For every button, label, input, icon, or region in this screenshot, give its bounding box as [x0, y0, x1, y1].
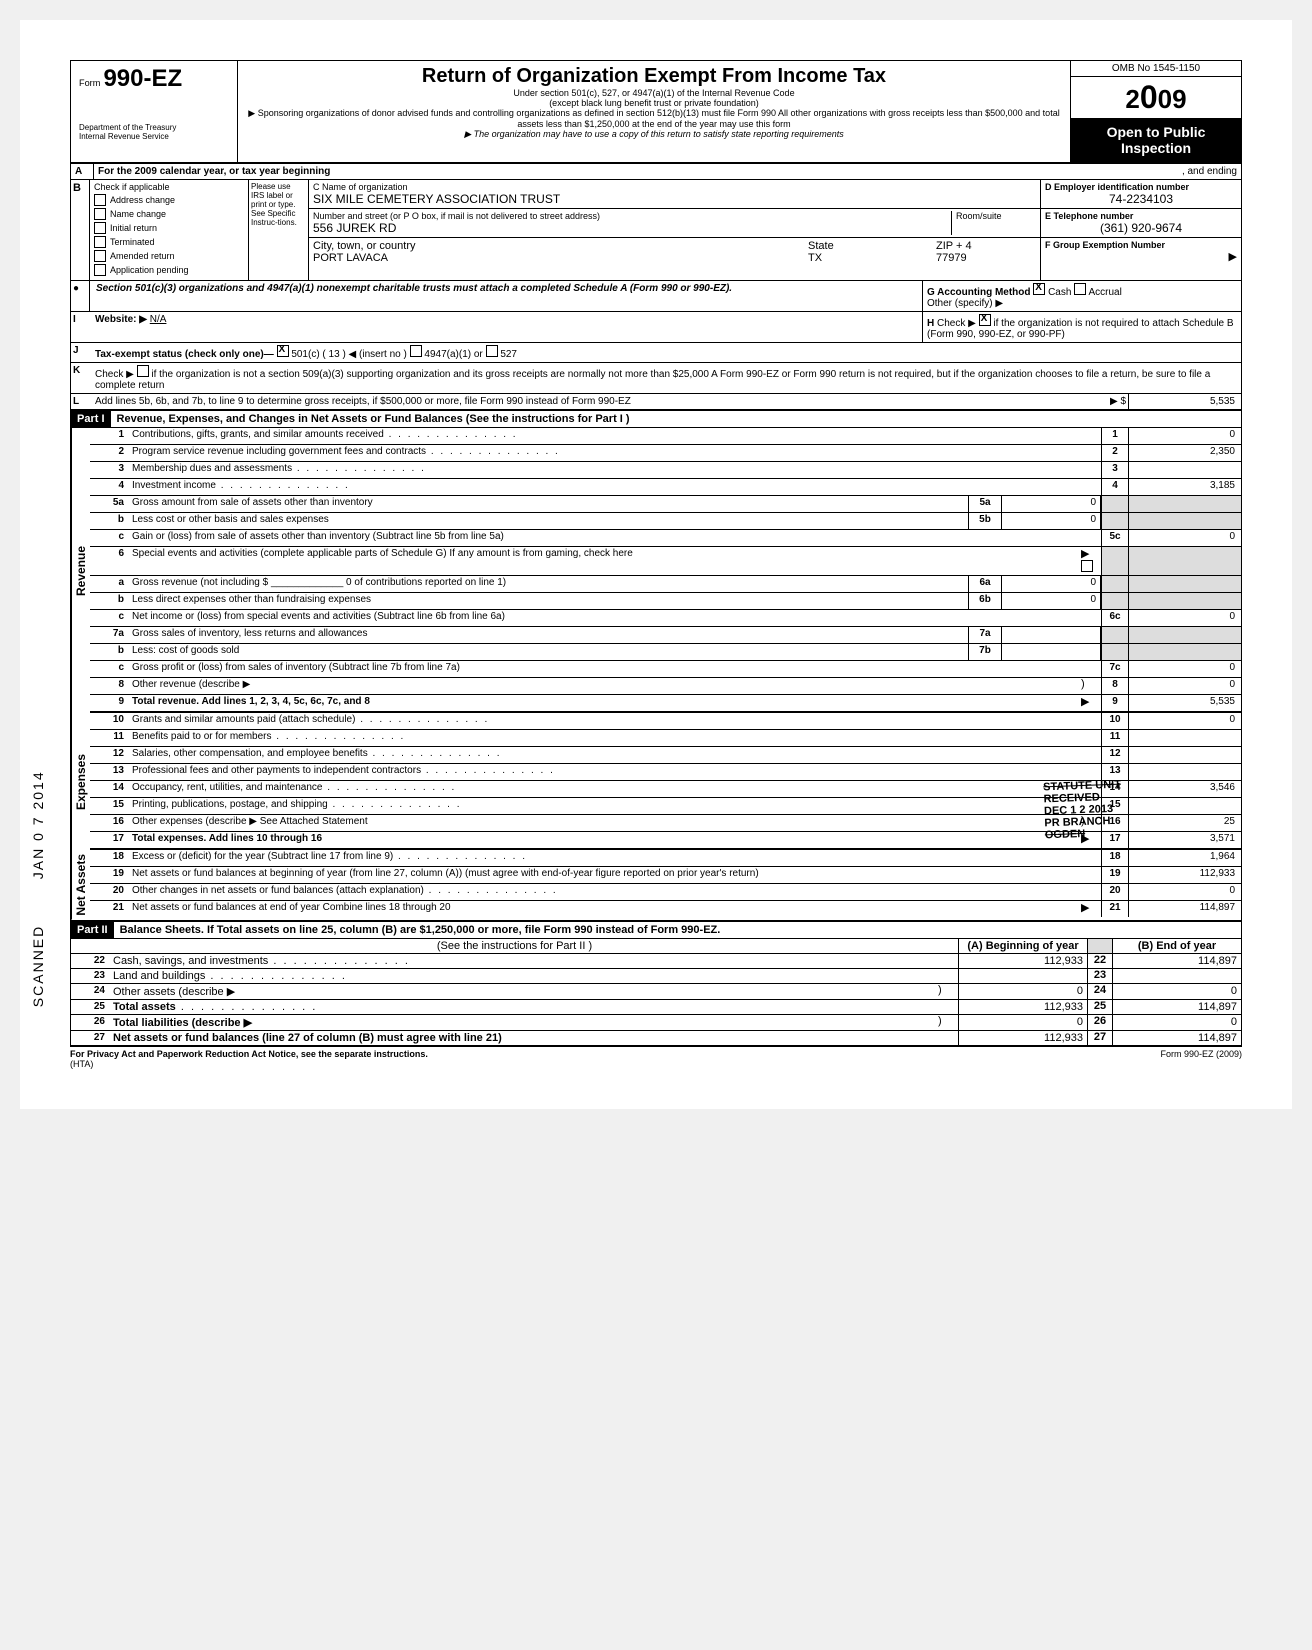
- part1-header: Part I Revenue, Expenses, and Changes in…: [70, 411, 1242, 428]
- check-column: Check if applicable Address change Name …: [90, 180, 249, 280]
- part2-title: Balance Sheets. If Total assets on line …: [114, 922, 727, 938]
- part1-title: Revenue, Expenses, and Changes in Net As…: [111, 411, 636, 427]
- check-k[interactable]: [137, 365, 149, 377]
- part2-header: Part II Balance Sheets. If Total assets …: [70, 922, 1242, 939]
- check-501c[interactable]: [277, 345, 289, 357]
- group-arrow: ▶: [1045, 250, 1237, 263]
- label-b: B: [71, 180, 90, 280]
- revenue-block: Revenue 1Contributions, gifts, grants, a…: [70, 428, 1242, 713]
- g-label: G Accounting Method: [927, 287, 1031, 298]
- page-footer: For Privacy Act and Paperwork Reduction …: [70, 1047, 1242, 1069]
- irs-label: Internal Revenue Service: [79, 132, 229, 141]
- ein-label: D Employer identification number: [1045, 182, 1237, 192]
- label-a: A: [71, 164, 94, 179]
- check-name[interactable]: [94, 208, 106, 220]
- tax-year: 2009: [1071, 77, 1241, 118]
- form-header: Form 990-EZ Department of the Treasury I…: [70, 60, 1242, 164]
- subtitle1: Under section 501(c), 527, or 4947(a)(1)…: [246, 88, 1062, 98]
- line-a: A For the 2009 calendar year, or tax yea…: [70, 164, 1242, 180]
- l-value: 5,535: [1128, 394, 1241, 409]
- name-column: C Name of organization SIX MILE CEMETERY…: [309, 180, 1040, 280]
- website-label: Website: ▶: [95, 314, 147, 325]
- phone-value: (361) 920-9674: [1045, 221, 1237, 235]
- org-state: TX: [808, 252, 928, 264]
- section-501-text: Section 501(c)(3) organizations and 4947…: [96, 283, 732, 294]
- check-h[interactable]: [979, 314, 991, 326]
- phone-label: E Telephone number: [1045, 211, 1237, 221]
- group-label: F Group Exemption Number: [1045, 240, 1237, 250]
- part1-label: Part I: [71, 411, 111, 427]
- line-k: K Check ▶ if the organization is not a s…: [70, 363, 1242, 394]
- header-center: Return of Organization Exempt From Incom…: [238, 61, 1071, 162]
- right-column: D Employer identification number 74-2234…: [1040, 180, 1241, 280]
- section-b: B Check if applicable Address change Nam…: [70, 180, 1242, 281]
- org-name: SIX MILE CEMETERY ASSOCIATION TRUST: [313, 192, 1036, 206]
- form-page: SCANNED JAN 0 7 2014 Form 990-EZ Departm…: [20, 20, 1292, 1109]
- check-initial[interactable]: [94, 222, 106, 234]
- addr-label: Number and street (or P O box, if mail i…: [313, 211, 951, 221]
- col-a-header: (A) Beginning of year: [958, 939, 1087, 953]
- line-a-end: , and ending: [1182, 166, 1237, 177]
- org-city: PORT LAVACA: [313, 252, 800, 264]
- part2-label: Part II: [71, 922, 114, 938]
- netassets-block: Net Assets 18Excess or (deficit) for the…: [70, 850, 1242, 922]
- sponsor-note: Sponsoring organizations of donor advise…: [246, 108, 1062, 129]
- section-501-row: ● Section 501(c)(3) organizations and 49…: [70, 281, 1242, 312]
- copy-note: The organization may have to use a copy …: [246, 129, 1062, 140]
- open-public: Open to Public Inspection: [1071, 118, 1241, 162]
- state-label: State: [808, 240, 928, 252]
- part2-instr: (See the instructions for Part II ): [71, 939, 958, 953]
- ein-value: 74-2234103: [1045, 192, 1237, 206]
- netassets-vlabel: Net Assets: [71, 850, 90, 920]
- form-prefix: Form: [79, 78, 100, 88]
- revenue-vlabel: Revenue: [71, 428, 90, 713]
- side-stamps: SCANNED JAN 0 7 2014: [30, 770, 46, 1007]
- form-footer: Form 990-EZ (2009): [1160, 1049, 1242, 1069]
- received-stamp: STATUTE UNIT RECEIVED DEC 1 2 2013 PR BR…: [1043, 779, 1123, 842]
- check-cash[interactable]: [1033, 283, 1045, 295]
- website-value: N/A: [150, 314, 167, 325]
- zip-label: ZIP + 4: [936, 240, 1036, 252]
- room-label: Room/suite: [956, 211, 1036, 221]
- dept-treasury: Department of the Treasury: [79, 123, 229, 132]
- subtitle2: (except black lung benefit trust or priv…: [246, 98, 1062, 108]
- col-b-header: (B) End of year: [1112, 939, 1241, 953]
- omb-number: OMB No 1545-1150: [1071, 61, 1241, 77]
- org-zip: 77979: [936, 252, 1036, 264]
- privacy-notice: For Privacy Act and Paperwork Reduction …: [70, 1049, 428, 1059]
- check-header: Check if applicable: [94, 182, 244, 192]
- form-title: Return of Organization Exempt From Incom…: [246, 65, 1062, 88]
- expenses-vlabel: Expenses: [71, 713, 90, 850]
- check-terminated[interactable]: [94, 236, 106, 248]
- check-address[interactable]: [94, 194, 106, 206]
- check-amended[interactable]: [94, 250, 106, 262]
- line-i-h: I Website: ▶ N/A H Check ▶ if the organi…: [70, 312, 1242, 343]
- scanned-stamp: SCANNED: [30, 925, 46, 1007]
- line-l: L Add lines 5b, 6b, and 7b, to line 9 to…: [70, 394, 1242, 411]
- k-text: if the organization is not a section 509…: [95, 369, 1210, 391]
- hta: (HTA): [70, 1059, 93, 1069]
- check-4947[interactable]: [410, 345, 422, 357]
- l-arrow: ▶ $: [1084, 394, 1128, 409]
- header-left: Form 990-EZ Department of the Treasury I…: [71, 61, 238, 162]
- city-label: City, town, or country: [313, 240, 800, 252]
- check-527[interactable]: [486, 345, 498, 357]
- irs-instructions: Please use IRS label or print or type. S…: [249, 180, 309, 280]
- header-right: OMB No 1545-1150 2009 Open to Public Ins…: [1071, 61, 1241, 162]
- org-addr: 556 JUREK RD: [313, 221, 951, 235]
- balance-header: (See the instructions for Part II ) (A) …: [70, 939, 1242, 954]
- check-accrual[interactable]: [1074, 283, 1086, 295]
- form-number: 990-EZ: [103, 65, 182, 92]
- check-gaming[interactable]: [1081, 560, 1093, 572]
- g-other: Other (specify) ▶: [927, 298, 1237, 309]
- name-label: C Name of organization: [313, 182, 1036, 192]
- date-stamp: JAN 0 7 2014: [30, 770, 46, 879]
- j-label: Tax-exempt status (check only one)—: [95, 349, 274, 360]
- line-a-text: For the 2009 calendar year, or tax year …: [98, 166, 330, 177]
- l-text: Add lines 5b, 6b, and 7b, to line 9 to d…: [89, 394, 1084, 409]
- line-j: J Tax-exempt status (check only one)— 50…: [70, 343, 1242, 363]
- check-pending[interactable]: [94, 264, 106, 276]
